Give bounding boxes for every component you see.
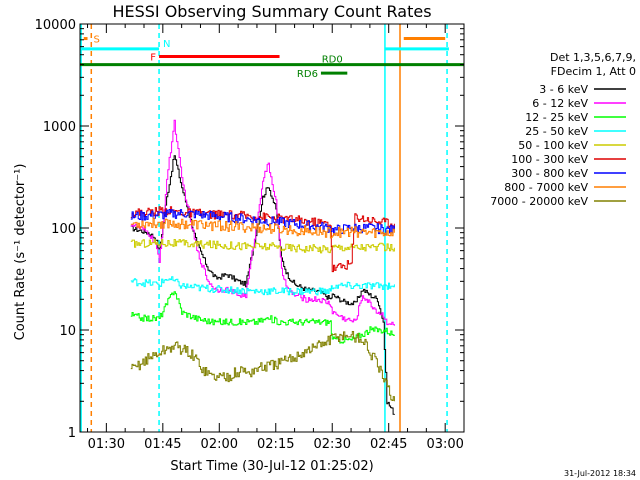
series-line-100-300-kev — [130, 206, 395, 273]
y-tick-label-1000: 1000 — [43, 120, 76, 135]
y-axis-label: Count Rate (s⁻¹ detector⁻¹) — [13, 164, 28, 341]
series-line-50-100-kev — [130, 239, 395, 254]
x-tick-label-02-45: 02:45 — [370, 437, 407, 452]
x-tick-label-02-15: 02:15 — [257, 437, 294, 452]
x-tick-label-02-30: 02:30 — [314, 437, 351, 452]
generation-timestamp: 31-Jul-2012 18:34 — [564, 469, 636, 478]
flag-label-s: S — [94, 35, 100, 46]
axes: 01:30 01:45 02:00 02:15 02:30 02:45 03:00 1 10 10… — [35, 18, 465, 452]
flag-label-n: N — [163, 39, 170, 50]
series-line-12-25-kev — [130, 291, 395, 344]
legend-label-6-12-kev: 6 - 12 keV — [532, 97, 588, 110]
legend-label-12-25-kev: 12 - 25 keV — [525, 111, 588, 124]
legend-label-7000-20000-kev: 7000 - 20000 keV — [490, 195, 588, 208]
legend-label-800-7000-kev: 800 - 7000 keV — [504, 181, 588, 194]
legend-header-line-2: FDecim 1, Att 0 — [551, 65, 636, 78]
flag-label-f: F — [150, 53, 156, 64]
x-tick-label-01-45: 01:45 — [144, 437, 181, 452]
y-tick-label-1: 1 — [68, 426, 76, 441]
x-tick-label-02-00: 02:00 — [201, 437, 238, 452]
legend-label-25-50-kev: 25 - 50 keV — [525, 125, 588, 138]
y-tick-label-100: 100 — [51, 222, 76, 237]
x-tick-label-01-30: 01:30 — [88, 437, 125, 452]
series-line-7000-20000-kev — [130, 331, 395, 402]
x-tick-label-03-00: 03:00 — [426, 437, 463, 452]
plot-area: S NF RD0 RD6 — [80, 24, 464, 432]
series-line-800-7000-kev — [130, 217, 395, 239]
legend-label-100-300-kev: 100 - 300 keV — [511, 153, 588, 166]
series-line-3-6-kev — [130, 155, 395, 415]
y-tick-label-10000: 10000 — [35, 18, 76, 33]
legend-header-line-1: Det 1,3,5,6,7,9, — [550, 51, 636, 64]
flag-label-rd0: RD0 — [322, 55, 343, 66]
legend-label-3-6-kev: 3 - 6 keV — [539, 83, 588, 96]
plot-frame — [79, 23, 465, 433]
series-line-6-12-kev — [130, 119, 395, 326]
chart-title: HESSI Observing Summary Count Rates — [112, 2, 431, 21]
legend-label-300-800-kev: 300 - 800 keV — [511, 167, 588, 180]
series-line-25-50-kev — [130, 276, 395, 296]
flag-label-rd6: RD6 — [297, 69, 318, 80]
y-tick-label-10: 10 — [59, 324, 76, 339]
legend-label-50-100-kev: 50 - 100 keV — [518, 139, 588, 152]
x-axis-label: Start Time (30-Jul-12 01:25:02) — [170, 459, 373, 474]
